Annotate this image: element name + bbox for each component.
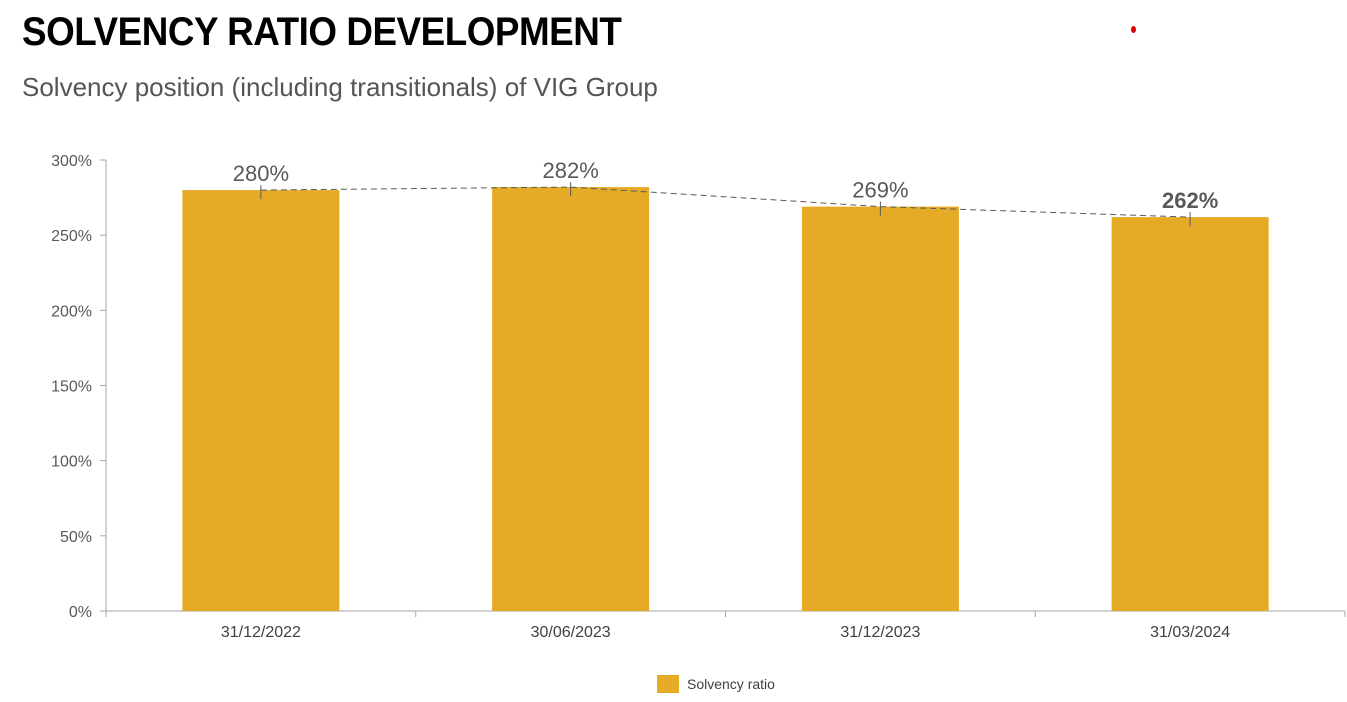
data-label: 280% <box>233 161 289 186</box>
x-tick-label: 31/03/2024 <box>1150 624 1230 641</box>
y-tick-label: 50% <box>60 529 92 546</box>
x-tick-label: 31/12/2022 <box>221 624 301 641</box>
bar <box>182 190 340 612</box>
y-tick-label: 0% <box>69 604 92 621</box>
legend: Solvency ratio <box>657 675 775 693</box>
y-tick-label: 100% <box>51 454 92 471</box>
data-label: 282% <box>542 158 598 183</box>
bar <box>1111 217 1269 612</box>
bars <box>182 187 1269 612</box>
y-axis: 0% 50% 100% 150% 200% 250% 300% <box>51 153 107 621</box>
data-label: 262% <box>1162 188 1218 213</box>
accent-dot <box>1131 26 1136 33</box>
legend-swatch <box>657 675 679 693</box>
data-labels: 280% 282% 269% 262% <box>233 158 1219 213</box>
x-axis: 31/12/2022 30/06/2023 31/12/2023 31/03/2024 <box>105 610 1346 641</box>
page-title: SOLVENCY RATIO DEVELOPMENT <box>22 10 622 54</box>
bar <box>492 187 650 611</box>
y-tick-label: 250% <box>51 228 92 245</box>
y-tick-label: 200% <box>51 303 92 320</box>
legend-label: Solvency ratio <box>687 676 775 692</box>
data-label: 269% <box>852 178 908 203</box>
page-subtitle: Solvency position (including transitiona… <box>22 72 658 102</box>
bar <box>801 206 959 611</box>
y-tick-label: 150% <box>51 379 92 396</box>
x-tick-label: 31/12/2023 <box>840 624 920 641</box>
trend-line <box>260 182 1191 227</box>
trend-polyline <box>260 186 1191 218</box>
x-tick-label: 30/06/2023 <box>531 624 611 641</box>
y-tick-label: 300% <box>51 153 92 170</box>
